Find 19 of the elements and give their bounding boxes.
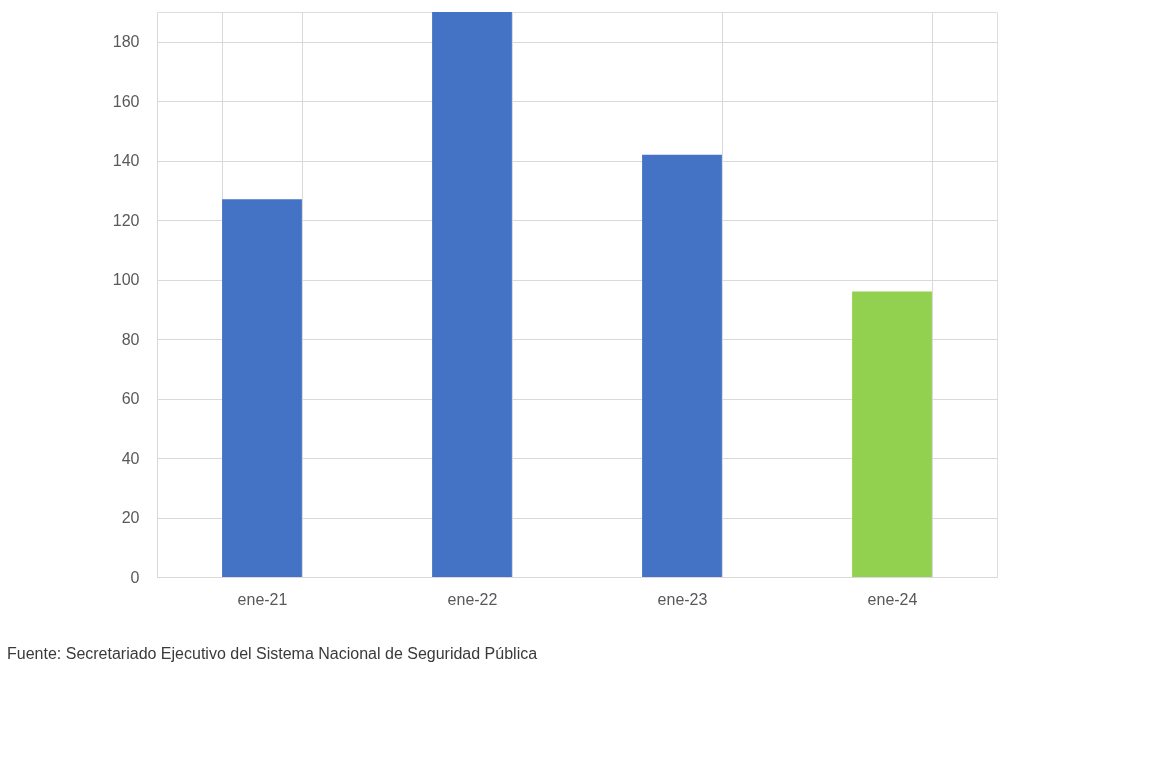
y-tick-label: 160 <box>112 92 140 110</box>
x-tick-label: ene-21 <box>237 590 288 608</box>
bar <box>642 154 722 577</box>
y-tick-label: 60 <box>121 390 140 408</box>
bar <box>852 291 932 577</box>
y-tick-label: 140 <box>112 152 140 170</box>
x-tick-label: ene-23 <box>657 590 708 608</box>
y-tick-label: 0 <box>130 568 140 586</box>
y-tick-label: 120 <box>112 211 140 229</box>
y-tick-label: 40 <box>121 449 140 467</box>
x-tick-label: ene-22 <box>447 590 498 608</box>
y-tick-label: 20 <box>121 509 140 527</box>
bar <box>222 199 302 577</box>
x-tick-label: ene-24 <box>867 590 918 608</box>
y-tick-label: 180 <box>112 33 140 51</box>
bar <box>432 12 512 577</box>
y-tick-label: 100 <box>112 271 140 289</box>
y-tick-label: 80 <box>121 330 140 348</box>
source-note: Fuente: Secretariado Ejecutivo del Sistema Nacional de Seguridad Pública <box>7 645 538 662</box>
